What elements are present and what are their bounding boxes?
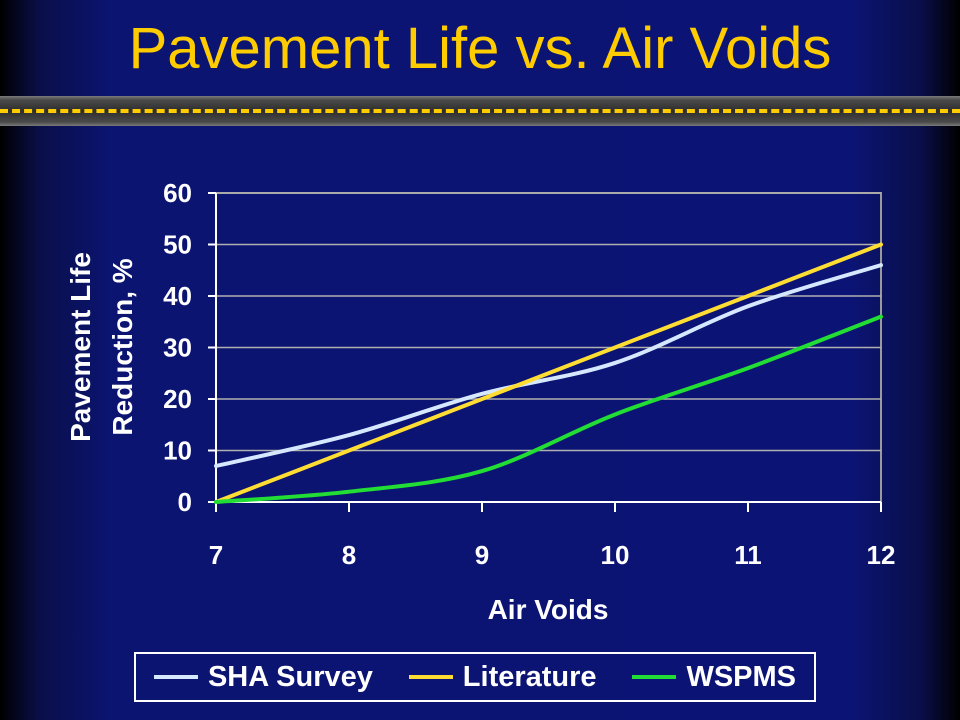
series-line-sha-survey	[214, 263, 883, 468]
series-line-literature	[214, 242, 883, 504]
y-tick-label-20: 20	[163, 384, 192, 414]
x-axis-title: Air Voids	[488, 594, 609, 625]
road-stripe-divider	[0, 96, 960, 126]
legend-swatch-wspms	[632, 675, 677, 679]
y-tick-label-10: 10	[163, 436, 192, 466]
series-lines	[214, 242, 883, 504]
y-tick-label-40: 40	[163, 281, 192, 311]
x-tick-label-12: 12	[867, 540, 896, 570]
y-tick-label-30: 30	[163, 333, 192, 363]
legend-swatch-sha-survey	[153, 675, 198, 679]
legend-swatch-literature	[408, 675, 453, 679]
tick-labels: 0 10 20 30 40 50 60 7 8 9 10 11 12	[163, 178, 895, 570]
y-axis-title: Pavement Life Reduction, %	[65, 252, 138, 442]
series-line-wspms	[214, 314, 883, 504]
y-axis-title-line-2: Reduction, %	[107, 258, 138, 435]
line-chart: 0 10 20 30 40 50 60 7 8 9 10 11 12 Air Voids Pavemen…	[65, 178, 895, 625]
x-tick-label-7: 7	[209, 540, 223, 570]
y-tick-label-60: 60	[163, 178, 192, 208]
x-tick-label-10: 10	[601, 540, 630, 570]
grid-lines	[216, 192, 881, 452]
slide-title: Pavement Life vs. Air Voids	[128, 16, 832, 81]
legend-item-sha-survey: SHA Survey	[153, 660, 373, 694]
road-center-dash	[0, 109, 960, 113]
legend-label-sha-survey: SHA Survey	[207, 660, 373, 693]
chart-legend: SHA Survey Literature WSPMS	[134, 652, 816, 702]
legend-label-literature: Literature	[462, 660, 597, 693]
x-tick-label-8: 8	[342, 540, 356, 570]
y-axis-title-line-1: Pavement Life	[65, 252, 96, 442]
x-tick-label-9: 9	[475, 540, 489, 570]
x-tick-label-11: 11	[734, 540, 762, 570]
legend-label-wspms: WSPMS	[686, 660, 797, 693]
legend-item-literature: Literature	[408, 660, 597, 694]
y-tick-label-0: 0	[178, 487, 192, 517]
legend-item-wspms: WSPMS	[632, 661, 796, 694]
y-tick-label-50: 50	[163, 230, 192, 260]
